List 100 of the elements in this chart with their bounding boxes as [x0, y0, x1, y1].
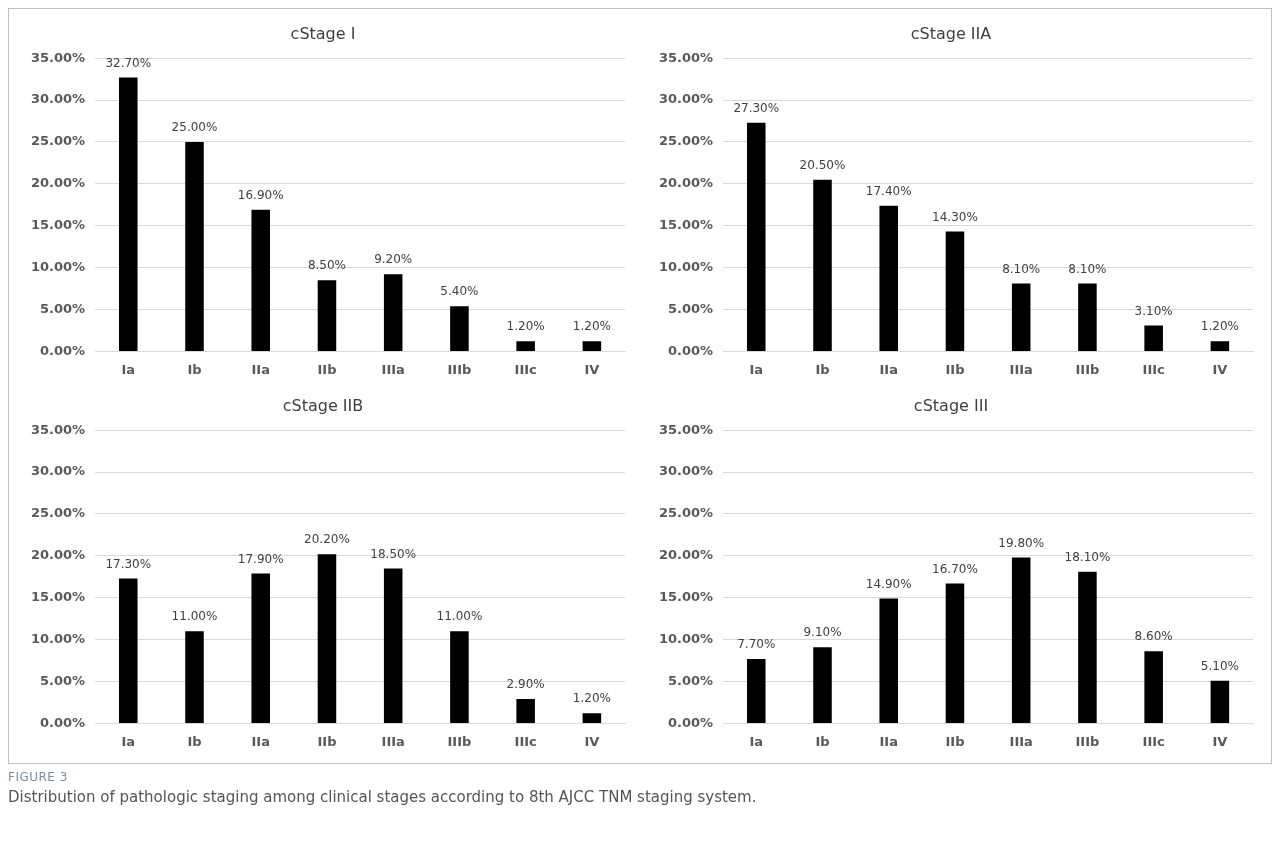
bar — [118, 77, 138, 351]
y-tick-label: 15.00% — [30, 217, 86, 233]
data-label: 16.90% — [237, 187, 284, 202]
y-tick-label: 0.00% — [40, 714, 86, 730]
bar — [813, 647, 832, 723]
y-tick-label: 30.00% — [658, 91, 714, 107]
x-tick-label: IIIc — [1142, 361, 1165, 377]
data-label: 18.50% — [370, 546, 417, 561]
data-label: 7.70% — [737, 637, 776, 652]
x-tick-label: IIa — [251, 361, 270, 377]
data-label: 17.90% — [237, 551, 284, 566]
x-tick-label: IIIb — [1075, 361, 1100, 377]
y-tick-label: 35.00% — [30, 421, 86, 437]
x-tick-label: IIIc — [514, 361, 537, 377]
data-label: 16.70% — [932, 561, 978, 576]
data-label: 5.10% — [1200, 658, 1239, 673]
x-tick-label: IIIa — [1009, 361, 1033, 377]
bar — [813, 179, 832, 351]
x-tick-label: IIIb — [1075, 733, 1100, 749]
y-tick-label: 20.00% — [30, 547, 86, 563]
bar — [746, 658, 766, 723]
x-tick-label: IIIc — [1142, 733, 1165, 749]
bar — [1078, 571, 1097, 723]
y-tick-label: 5.00% — [40, 300, 86, 316]
data-label: 17.40% — [865, 183, 912, 198]
x-tick-label: IV — [1212, 733, 1228, 749]
data-label: 20.50% — [799, 157, 846, 172]
y-tick-label: 15.00% — [658, 589, 714, 605]
bar — [251, 573, 270, 723]
y-tick-label: 30.00% — [658, 463, 714, 479]
y-tick-label: 20.00% — [658, 175, 714, 191]
data-label: 3.10% — [1134, 303, 1173, 318]
data-label: 2.90% — [506, 677, 545, 692]
data-label: 32.70% — [105, 55, 152, 70]
chart-title: cStage III — [913, 395, 989, 415]
y-tick-label: 0.00% — [40, 342, 86, 358]
bar — [1011, 557, 1031, 723]
y-tick-label: 25.00% — [30, 133, 86, 149]
y-tick-label: 10.00% — [658, 631, 714, 646]
y-tick-label: 25.00% — [658, 505, 714, 521]
y-tick-label: 10.00% — [658, 259, 714, 274]
data-label: 11.00% — [436, 609, 483, 624]
bar — [1210, 341, 1230, 351]
data-label: 19.80% — [998, 535, 1045, 550]
y-tick-label: 0.00% — [668, 342, 714, 358]
x-tick-label: Ib — [815, 361, 830, 377]
data-label: 9.20% — [374, 252, 413, 267]
data-label: 17.30% — [105, 556, 152, 571]
y-tick-label: 5.00% — [668, 672, 714, 688]
x-tick-label: IIb — [317, 361, 337, 377]
y-tick-label: 20.00% — [658, 547, 714, 563]
bar — [450, 306, 469, 351]
y-tick-label: 5.00% — [40, 672, 86, 688]
x-tick-label: Ia — [749, 733, 764, 749]
bar — [516, 699, 535, 723]
y-tick-label: 25.00% — [30, 505, 86, 521]
data-label: 1.20% — [572, 691, 611, 706]
y-tick-label: 0.00% — [668, 714, 714, 730]
bar — [879, 205, 898, 351]
data-label: 8.10% — [1002, 261, 1041, 276]
data-label: 1.20% — [506, 319, 545, 334]
x-tick-label: IIIb — [447, 361, 472, 377]
x-tick-label: IIIa — [381, 361, 405, 377]
bar — [383, 568, 403, 723]
bar — [1144, 651, 1163, 723]
bar — [317, 280, 337, 351]
x-tick-label: IIIa — [1009, 733, 1033, 749]
data-label: 25.00% — [171, 120, 218, 135]
x-tick-label: Ib — [187, 733, 202, 749]
y-tick-label: 10.00% — [30, 259, 86, 274]
data-label: 14.30% — [932, 209, 978, 224]
y-tick-label: 15.00% — [658, 217, 714, 233]
chart-title: cStage IIA — [910, 23, 992, 43]
y-tick-label: 20.00% — [30, 175, 86, 191]
y-tick-label: 10.00% — [30, 631, 86, 646]
x-tick-label: Ib — [815, 733, 830, 749]
y-tick-label: 35.00% — [30, 49, 86, 65]
chart-title: cStage IIB — [282, 395, 364, 415]
bar — [251, 209, 270, 351]
bar — [516, 341, 535, 351]
data-label: 8.50% — [307, 258, 347, 273]
data-label: 5.40% — [440, 284, 479, 299]
chart-title: cStage I — [290, 23, 356, 43]
y-tick-label: 30.00% — [30, 463, 86, 479]
bar — [118, 578, 138, 723]
caption: FIGURE 3 — [8, 770, 69, 784]
y-tick-label: 30.00% — [30, 91, 86, 107]
data-label: 14.90% — [865, 576, 912, 591]
x-tick-label: Ia — [121, 733, 136, 749]
x-tick-label: Ib — [187, 361, 202, 377]
data-label: 11.00% — [171, 609, 218, 624]
x-tick-label: IIIa — [381, 733, 405, 749]
bar — [945, 583, 965, 723]
bar — [450, 631, 469, 723]
x-tick-label: IIb — [945, 361, 965, 377]
data-label: 20.20% — [304, 532, 350, 547]
y-tick-label: 35.00% — [658, 421, 714, 437]
y-tick-label: 25.00% — [658, 133, 714, 149]
data-label: 1.20% — [1200, 319, 1239, 334]
bar — [1011, 283, 1031, 351]
